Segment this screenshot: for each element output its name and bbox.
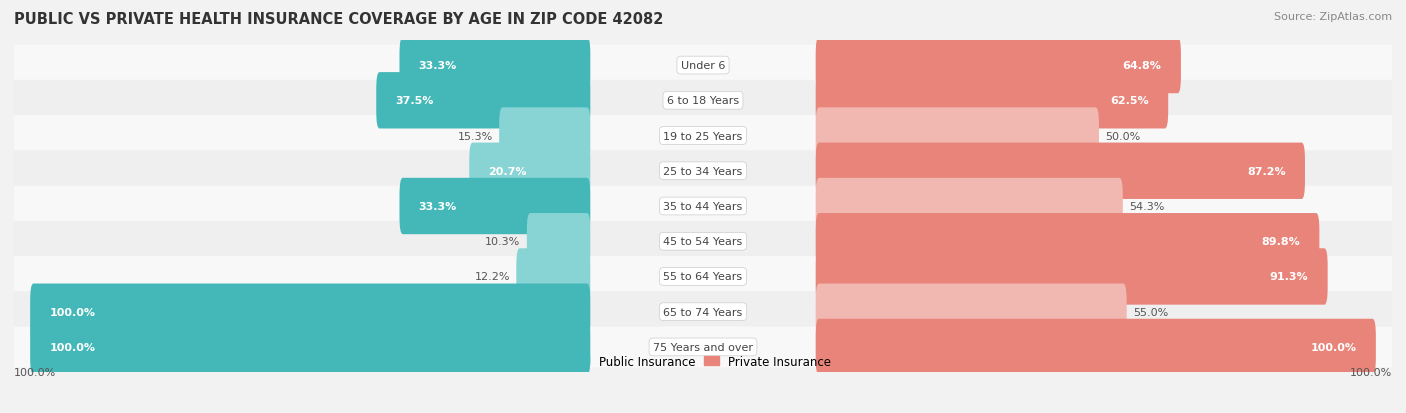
- Text: 54.3%: 54.3%: [1129, 202, 1164, 211]
- Text: 100.0%: 100.0%: [49, 342, 96, 352]
- Text: 87.2%: 87.2%: [1247, 166, 1285, 176]
- Text: 64.8%: 64.8%: [1123, 61, 1161, 71]
- Text: 55 to 64 Years: 55 to 64 Years: [664, 272, 742, 282]
- FancyBboxPatch shape: [14, 81, 1392, 121]
- Text: PUBLIC VS PRIVATE HEALTH INSURANCE COVERAGE BY AGE IN ZIP CODE 42082: PUBLIC VS PRIVATE HEALTH INSURANCE COVER…: [14, 12, 664, 27]
- Text: Under 6: Under 6: [681, 61, 725, 71]
- FancyBboxPatch shape: [14, 45, 1392, 86]
- FancyBboxPatch shape: [470, 143, 591, 199]
- Text: 50.0%: 50.0%: [1105, 131, 1140, 141]
- FancyBboxPatch shape: [815, 214, 1319, 270]
- FancyBboxPatch shape: [499, 108, 591, 164]
- FancyBboxPatch shape: [815, 143, 1305, 199]
- Text: 12.2%: 12.2%: [474, 272, 510, 282]
- Text: 89.8%: 89.8%: [1261, 237, 1301, 247]
- FancyBboxPatch shape: [815, 108, 1099, 164]
- Text: 100.0%: 100.0%: [14, 368, 56, 377]
- Text: 100.0%: 100.0%: [49, 307, 96, 317]
- Text: 100.0%: 100.0%: [1350, 368, 1392, 377]
- FancyBboxPatch shape: [14, 116, 1392, 157]
- Text: 100.0%: 100.0%: [1310, 342, 1357, 352]
- FancyBboxPatch shape: [14, 327, 1392, 368]
- FancyBboxPatch shape: [14, 221, 1392, 262]
- Text: 25 to 34 Years: 25 to 34 Years: [664, 166, 742, 176]
- Legend: Public Insurance, Private Insurance: Public Insurance, Private Insurance: [571, 350, 835, 373]
- Text: 37.5%: 37.5%: [395, 96, 434, 106]
- FancyBboxPatch shape: [30, 284, 591, 340]
- FancyBboxPatch shape: [815, 284, 1126, 340]
- Text: 62.5%: 62.5%: [1111, 96, 1149, 106]
- FancyBboxPatch shape: [14, 186, 1392, 227]
- Text: 75 Years and over: 75 Years and over: [652, 342, 754, 352]
- FancyBboxPatch shape: [815, 178, 1123, 235]
- Text: 20.7%: 20.7%: [488, 166, 527, 176]
- FancyBboxPatch shape: [815, 73, 1168, 129]
- FancyBboxPatch shape: [30, 319, 591, 375]
- Text: 91.3%: 91.3%: [1270, 272, 1309, 282]
- Text: 65 to 74 Years: 65 to 74 Years: [664, 307, 742, 317]
- Text: 55.0%: 55.0%: [1133, 307, 1168, 317]
- FancyBboxPatch shape: [815, 38, 1181, 94]
- FancyBboxPatch shape: [399, 38, 591, 94]
- FancyBboxPatch shape: [14, 292, 1392, 332]
- Text: Source: ZipAtlas.com: Source: ZipAtlas.com: [1274, 12, 1392, 22]
- Text: 45 to 54 Years: 45 to 54 Years: [664, 237, 742, 247]
- FancyBboxPatch shape: [14, 256, 1392, 297]
- FancyBboxPatch shape: [527, 214, 591, 270]
- FancyBboxPatch shape: [516, 249, 591, 305]
- Text: 33.3%: 33.3%: [419, 61, 457, 71]
- FancyBboxPatch shape: [815, 249, 1327, 305]
- FancyBboxPatch shape: [399, 178, 591, 235]
- Text: 10.3%: 10.3%: [485, 237, 520, 247]
- Text: 35 to 44 Years: 35 to 44 Years: [664, 202, 742, 211]
- Text: 15.3%: 15.3%: [457, 131, 492, 141]
- FancyBboxPatch shape: [14, 151, 1392, 192]
- Text: 33.3%: 33.3%: [419, 202, 457, 211]
- Text: 6 to 18 Years: 6 to 18 Years: [666, 96, 740, 106]
- FancyBboxPatch shape: [377, 73, 591, 129]
- FancyBboxPatch shape: [815, 319, 1376, 375]
- Text: 19 to 25 Years: 19 to 25 Years: [664, 131, 742, 141]
